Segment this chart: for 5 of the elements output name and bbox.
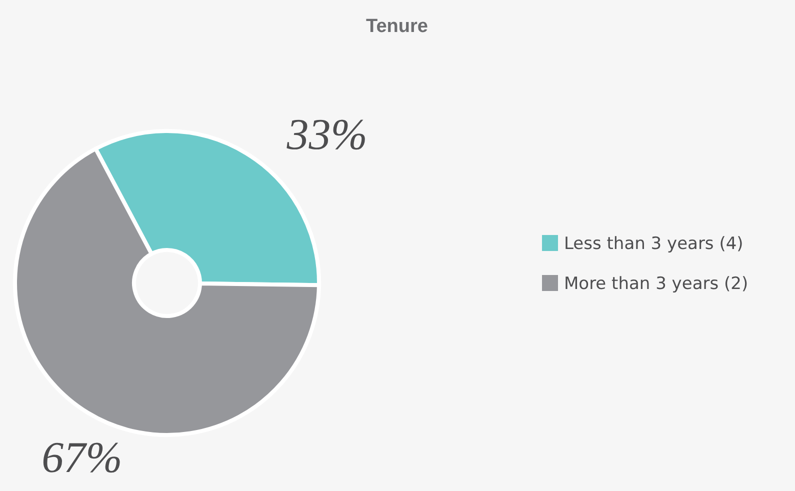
data-label: 33% (286, 110, 368, 160)
legend-label: Less than 3 years (4) (564, 234, 744, 254)
data-label: 67% (42, 432, 122, 482)
legend-label: More than 3 years (2) (564, 274, 748, 294)
chart-title: Tenure (366, 16, 428, 37)
